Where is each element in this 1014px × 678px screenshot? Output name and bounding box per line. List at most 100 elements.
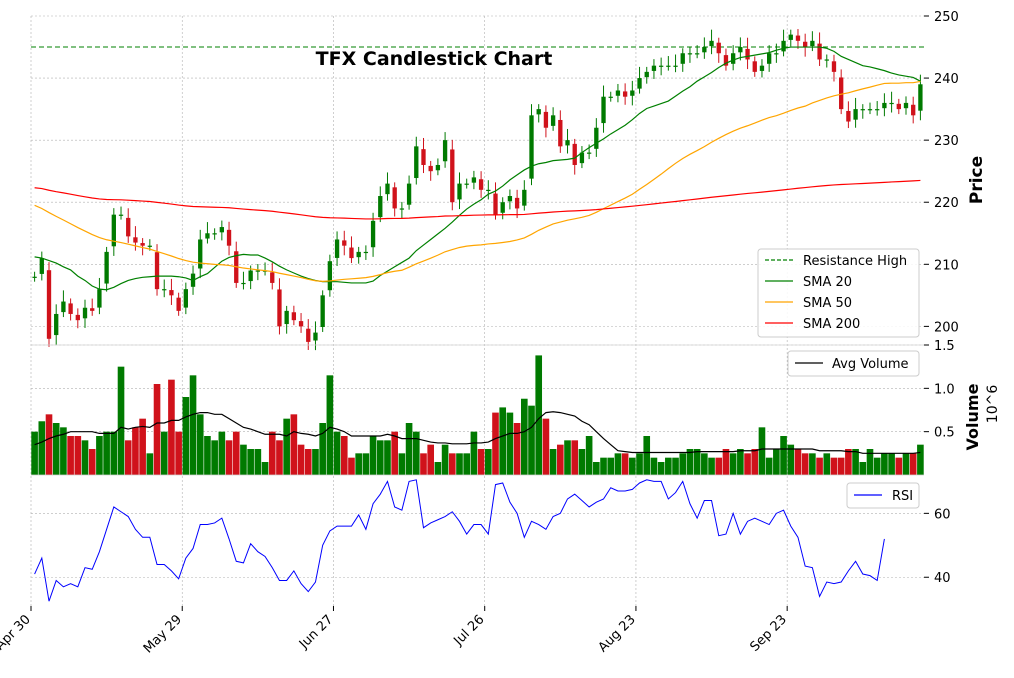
chart-title: TFX Candlestick Chart (316, 48, 553, 70)
candle-body (824, 59, 829, 61)
candle-body (32, 276, 37, 278)
candle-body (687, 53, 693, 55)
volume-bar (737, 449, 744, 475)
legend-label-resistance: Resistance High (803, 254, 907, 269)
price-y-tick-label: 210 (934, 258, 959, 273)
rsi-y-tick-label: 40 (934, 571, 951, 586)
candle-body (918, 84, 923, 111)
candle-body (219, 227, 225, 233)
candle-body (493, 193, 498, 215)
price-legend: Resistance High SMA 20 SMA 50 SMA 200 (757, 248, 920, 338)
candle-body (90, 308, 95, 311)
volume-bar (715, 457, 723, 475)
candle-body (817, 43, 822, 60)
candle-body (680, 53, 685, 64)
volume-bar (477, 449, 485, 475)
candle-body (558, 119, 563, 147)
candle-body (68, 303, 73, 314)
rsi-legend: RSI (846, 482, 920, 509)
volume-bar (672, 457, 679, 475)
volume-legend: Avg Volume (787, 350, 920, 377)
legend-label-sma50: SMA 50 (803, 296, 852, 311)
x-tick-label: May 29 (141, 612, 185, 656)
candle-body (61, 301, 66, 313)
volume-bar (96, 436, 103, 475)
candle-body (291, 312, 297, 321)
volume-bar (132, 427, 139, 475)
candle-body (399, 208, 405, 210)
candle-body (644, 71, 649, 78)
volume-bar (593, 462, 600, 475)
volume-bar (326, 375, 334, 475)
price-y-tick-label: 230 (934, 134, 959, 149)
candle-body (615, 90, 621, 96)
candle-body (392, 187, 397, 209)
candle-body (162, 289, 167, 291)
volume-bar (182, 397, 190, 475)
volume-bar (701, 453, 708, 475)
candle-body (363, 251, 369, 254)
volume-y-tick-label: 0.5 (934, 426, 955, 441)
rsi-y-tick-label: 60 (934, 507, 951, 522)
volume-bar (492, 412, 499, 475)
volume-bar (225, 440, 233, 475)
sma200-line (34, 179, 921, 220)
volume-bar (384, 440, 391, 475)
volume-bar (319, 423, 326, 475)
candle-body (306, 328, 311, 342)
volume-bar (830, 457, 838, 475)
candle-body (767, 53, 772, 64)
volume-bar (557, 444, 564, 475)
candle-body (464, 183, 469, 185)
candle-body (522, 189, 527, 206)
volume-bar (722, 449, 730, 475)
candle-body (378, 196, 383, 218)
candle-body (349, 247, 354, 259)
candle-body (536, 109, 541, 115)
candle-body (543, 111, 549, 128)
candle-body (651, 65, 657, 71)
volume-bar (520, 398, 528, 475)
candle-body (126, 217, 131, 237)
volume-bar (333, 431, 341, 475)
candle-body (896, 103, 901, 110)
volume-bar (665, 457, 672, 475)
volume-bar (751, 449, 759, 475)
candle-body (248, 270, 253, 282)
candle-body (421, 149, 426, 165)
volume-bar (852, 449, 859, 475)
volume-bar (463, 453, 471, 475)
candle-body (327, 261, 333, 291)
candle-body (270, 272, 275, 283)
volume-bar (297, 444, 305, 475)
candle-body (745, 48, 750, 60)
volume-bar (103, 431, 110, 475)
volume-bar (607, 457, 615, 475)
volume-bar (513, 423, 521, 475)
sma50-line (34, 80, 921, 282)
volume-bar (448, 453, 456, 475)
candle-body (601, 96, 606, 124)
volume-bar (362, 453, 370, 475)
volume-bar (629, 457, 636, 475)
price-y-tick-label: 240 (934, 72, 959, 87)
candle-body (673, 65, 678, 67)
volume-bar (420, 453, 427, 475)
volume-bar (391, 431, 398, 475)
volume-bar (304, 449, 312, 475)
candle-body (709, 40, 714, 47)
candle-body (255, 270, 261, 272)
legend-label-sma20: SMA 20 (803, 275, 852, 290)
volume-bar (895, 457, 903, 475)
volume-y-tick-label: 1.5 (934, 339, 955, 354)
candle-body (450, 149, 455, 203)
candle-body (183, 289, 188, 308)
volume-bar (355, 453, 362, 475)
volume-bar (873, 457, 881, 475)
volume-bar (506, 412, 514, 475)
volume-bar (888, 453, 895, 475)
candle-body (810, 40, 815, 47)
candle-body (176, 297, 181, 311)
volume-bar (823, 453, 831, 475)
